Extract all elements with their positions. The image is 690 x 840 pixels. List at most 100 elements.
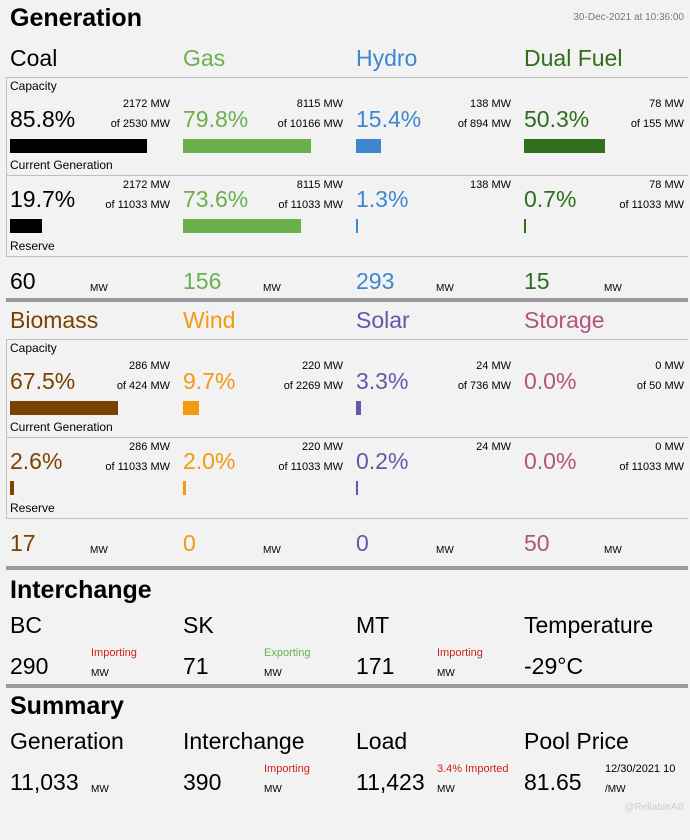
generation-bar xyxy=(10,481,15,495)
generation-mw: 24 MW xyxy=(476,441,511,453)
generation-mw: 78 MW xyxy=(649,179,684,191)
interchange-unit: MW xyxy=(437,668,455,679)
row-divider xyxy=(6,256,688,257)
generation-mw: 0 MW xyxy=(655,441,684,453)
reserve-value: 50 xyxy=(524,530,550,556)
interchange-status: Importing xyxy=(91,647,137,659)
capacity-bar xyxy=(10,401,118,415)
row-divider xyxy=(6,175,688,176)
interchange-label-temperature: Temperature xyxy=(524,612,654,638)
capacity-bar xyxy=(183,139,311,153)
capacity-bar xyxy=(356,401,362,415)
generation-bar xyxy=(183,481,187,495)
capacity-mw: 2172 MW xyxy=(122,98,170,110)
interchange-status: Importing xyxy=(437,647,483,659)
generation-percent: 0.2% xyxy=(356,448,409,474)
generation-percent: 1.3% xyxy=(356,186,409,212)
row-label-current-generation: Current Generation xyxy=(10,158,113,172)
frame-edge xyxy=(6,339,7,518)
summary-status: Importing xyxy=(264,763,310,775)
generation-mw: 8115 MW xyxy=(296,179,343,191)
reserve-value: 293 xyxy=(356,268,395,294)
interchange-label-mt: MT xyxy=(356,612,390,638)
fuel-name-storage: Storage xyxy=(524,307,605,333)
capacity-total: of 736 MW xyxy=(457,380,511,392)
summary-value-generation: 11,033 xyxy=(10,769,79,795)
fuel-name-hydro: Hydro xyxy=(356,45,418,71)
interchange-label-bc: BC xyxy=(10,612,42,638)
reserve-unit: MW xyxy=(263,283,281,294)
generation-percent: 73.6% xyxy=(183,186,249,212)
fuel-name-biomass: Biomass xyxy=(10,307,99,333)
frame-edge xyxy=(6,77,7,256)
generation-percent: 0.0% xyxy=(524,448,577,474)
generation-percent: 2.0% xyxy=(183,448,236,474)
capacity-percent: 85.8% xyxy=(10,106,76,132)
row-divider xyxy=(6,77,688,78)
summary-label-generation: Generation xyxy=(10,728,124,754)
generation-mw: 2172 MW xyxy=(122,179,170,191)
reserve-unit: MW xyxy=(90,283,108,294)
row-label-capacity: Capacity xyxy=(10,79,57,93)
capacity-total: of 10166 MW xyxy=(277,118,343,130)
capacity-percent: 50.3% xyxy=(524,106,590,132)
summary-value-load: 11,423 xyxy=(356,769,425,795)
generation-bar xyxy=(183,219,301,233)
section-divider xyxy=(6,566,688,570)
capacity-mw: 0 MW xyxy=(655,360,684,372)
timestamp: 30-Dec-2021 at 10:36:00 xyxy=(573,12,684,23)
reserve-unit: MW xyxy=(263,545,281,556)
reserve-value: 17 xyxy=(10,530,36,556)
summary-label-pool-price: Pool Price xyxy=(524,728,629,754)
watermark: @ReliableAB xyxy=(624,802,684,813)
capacity-total: of 155 MW xyxy=(630,118,684,130)
reserve-value: 0 xyxy=(356,530,369,556)
summary-value-pool-price: 81.65 xyxy=(524,769,582,795)
capacity-bar xyxy=(524,139,605,153)
reserve-unit: MW xyxy=(604,283,622,294)
fuel-name-coal: Coal xyxy=(10,45,58,71)
generation-total: of 11033 MW xyxy=(619,199,684,211)
capacity-mw: 138 MW xyxy=(470,98,511,110)
generation-mw: 220 MW xyxy=(302,441,343,453)
capacity-percent: 0.0% xyxy=(524,368,577,394)
generation-total: of 11033 MW xyxy=(619,461,684,473)
interchange-value-bc: 290 xyxy=(10,653,49,679)
row-label-current-generation: Current Generation xyxy=(10,420,113,434)
generation-mw: 286 MW xyxy=(129,441,170,453)
generation-percent: 19.7% xyxy=(10,186,76,212)
interchange-value-temperature: -29°C xyxy=(524,653,584,679)
capacity-mw: 24 MW xyxy=(476,360,511,372)
capacity-total: of 894 MW xyxy=(457,118,511,130)
generation-total: of 11033 MW xyxy=(278,199,343,211)
capacity-total: of 2530 MW xyxy=(110,118,170,130)
reserve-unit: MW xyxy=(436,283,454,294)
capacity-total: of 424 MW xyxy=(116,380,170,392)
summary-status: 3.4% Imported xyxy=(437,763,509,775)
capacity-percent: 67.5% xyxy=(10,368,76,394)
capacity-percent: 3.3% xyxy=(356,368,409,394)
reserve-value: 156 xyxy=(183,268,222,294)
generation-bar xyxy=(524,219,526,233)
row-divider xyxy=(6,518,688,519)
generation-percent: 2.6% xyxy=(10,448,63,474)
summary-status: 12/30/2021 10 xyxy=(605,763,676,775)
reserve-value: 0 xyxy=(183,530,196,556)
generation-percent: 0.7% xyxy=(524,186,577,212)
row-divider xyxy=(6,437,688,438)
capacity-total: of 50 MW xyxy=(636,380,684,392)
generation-bar xyxy=(356,219,359,233)
row-label-reserve: Reserve xyxy=(10,239,55,253)
generation-bar xyxy=(10,219,42,233)
summary-unit: MW xyxy=(91,784,109,795)
capacity-bar xyxy=(10,139,148,153)
fuel-name-solar: Solar xyxy=(356,307,410,333)
reserve-unit: MW xyxy=(604,545,622,556)
capacity-mw: 78 MW xyxy=(649,98,684,110)
generation-total: of 11033 MW xyxy=(105,199,170,211)
generation-total: of 11033 MW xyxy=(278,461,343,473)
reserve-unit: MW xyxy=(436,545,454,556)
capacity-percent: 79.8% xyxy=(183,106,249,132)
capacity-mw: 8115 MW xyxy=(296,98,343,110)
summary-unit: MW xyxy=(264,784,282,795)
